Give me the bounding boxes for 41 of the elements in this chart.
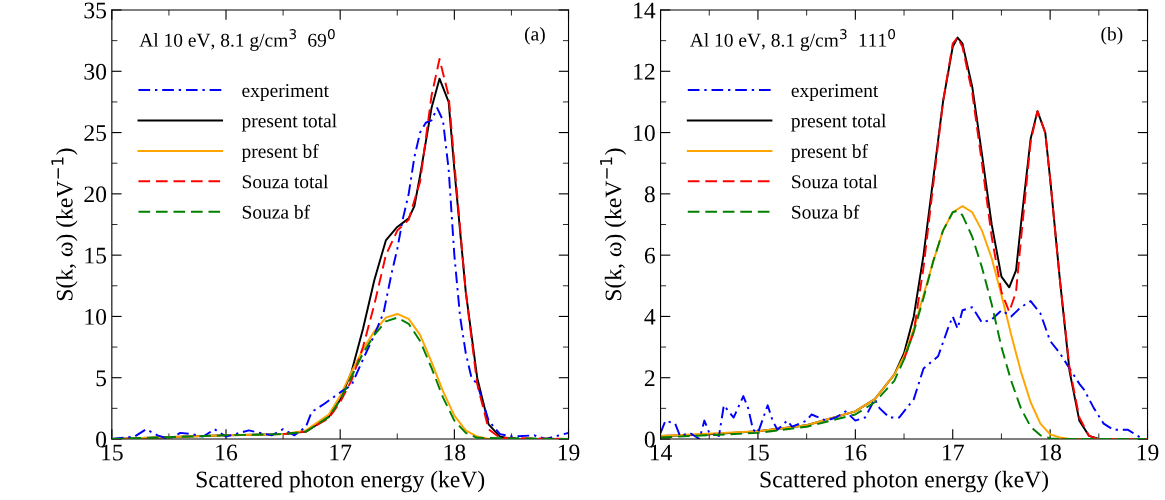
x-tick-label: 15 <box>748 444 769 461</box>
y-tick-label: 8 <box>644 186 655 203</box>
y-tick-label: 14 <box>634 2 656 19</box>
y-axis-title: S(k, ω) (keV$^{−1}$) <box>51 148 78 301</box>
x-axis-title: Scattered photon energy (keV) <box>760 470 1049 493</box>
legend-label: Souza bf <box>242 204 311 219</box>
y-axis-title: S(k, ω) (keV$^{−1}$) <box>600 148 627 301</box>
legend-label: Souza total <box>242 174 329 189</box>
x-tick-label: 19 <box>1137 444 1159 461</box>
y-tick-label: 5 <box>96 370 107 387</box>
legend-label: experiment <box>242 84 329 102</box>
y-tick-label: 10 <box>634 125 655 141</box>
legend-label: present total <box>791 113 887 132</box>
y-tick-label: 10 <box>85 308 107 325</box>
y-tick-label: 20 <box>84 186 107 203</box>
legend-label: Souza total <box>792 174 878 189</box>
y-tick-label: 2 <box>644 370 655 386</box>
y-tick-label: 6 <box>644 247 655 264</box>
x-tick-label: 16 <box>845 444 867 461</box>
y-tick-label: 35 <box>84 2 107 19</box>
y-tick-label: 15 <box>85 247 107 264</box>
x-tick-label: 18 <box>444 444 466 461</box>
x-tick-label: 17 <box>330 444 352 461</box>
y-tick-label: 12 <box>634 63 655 80</box>
y-tick-label: 4 <box>644 309 656 325</box>
x-tick-label: 17 <box>943 444 964 461</box>
x-tick-label: 19 <box>558 444 580 461</box>
x-tick-label: 16 <box>216 444 238 461</box>
legend-label: present total <box>241 113 337 132</box>
y-tick-label: 30 <box>84 63 107 80</box>
annotation: Al 10 eV, 8.1 g/cm$^{3}$ 69$^{0}$ <box>139 29 335 51</box>
annotation: (b) <box>1101 26 1123 45</box>
legend-label: Souza bf <box>792 204 860 219</box>
x-axis-title: Scattered photon energy (keV) <box>196 470 485 493</box>
legend-label: present bf <box>241 144 319 162</box>
annotation: (a) <box>524 26 545 45</box>
legend-label: experiment <box>791 84 879 102</box>
y-tick-label: 25 <box>84 125 107 141</box>
x-tick-label: 18 <box>1040 444 1062 461</box>
legend-label: present bf <box>791 144 869 162</box>
annotation: Al 10 eV, 8.1 g/cm$^{3}$ 111$^{0}$ <box>689 29 896 51</box>
